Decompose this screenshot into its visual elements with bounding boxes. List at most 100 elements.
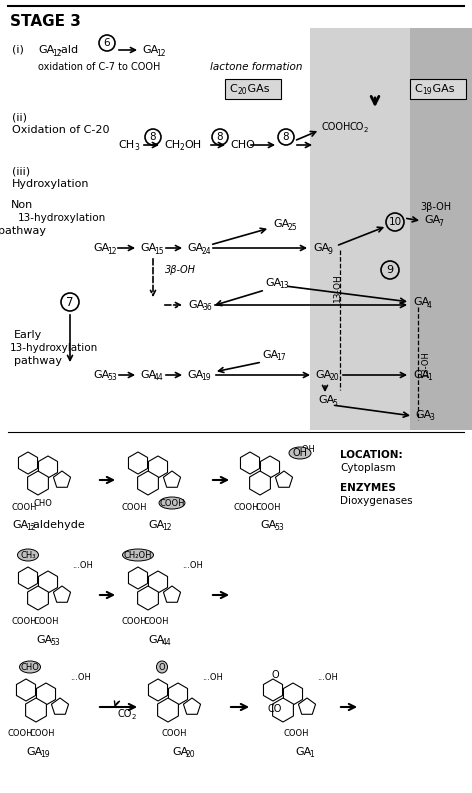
Polygon shape [273,698,294,722]
Text: GA: GA [187,370,203,380]
Text: 44: 44 [154,374,164,382]
Text: GA: GA [295,747,311,757]
Text: COOH: COOH [122,503,147,511]
Text: GA: GA [273,219,289,229]
Polygon shape [263,679,283,701]
Text: 9: 9 [387,265,394,275]
Text: 7: 7 [66,296,74,308]
Text: -aldehyde: -aldehyde [29,520,85,530]
Text: GA: GA [148,635,164,645]
Text: GAs: GAs [429,84,455,94]
FancyBboxPatch shape [225,79,281,99]
Text: Oxidation of C-20: Oxidation of C-20 [12,125,110,135]
Polygon shape [128,452,148,474]
Ellipse shape [289,447,311,459]
Polygon shape [163,471,181,487]
Polygon shape [240,452,260,474]
Text: GA: GA [140,243,156,253]
Text: 36: 36 [202,304,212,312]
Text: ENZYMES: ENZYMES [340,483,396,493]
Text: (ii): (ii) [12,113,27,123]
Text: 6: 6 [104,38,110,48]
Text: (iii): (iii) [12,167,30,177]
Polygon shape [138,586,159,610]
Text: O: O [272,670,279,680]
Text: -ald: -ald [57,45,78,55]
Text: COOH: COOH [283,730,309,738]
Text: GA: GA [36,635,52,645]
Text: CO: CO [350,122,364,132]
Text: 12: 12 [162,523,171,532]
Text: COOH: COOH [12,503,37,511]
Text: 3: 3 [134,144,139,152]
Text: pathway: pathway [0,226,46,236]
Text: 15: 15 [154,247,164,255]
Text: GA: GA [188,300,204,310]
Text: 13-hydroxylation: 13-hydroxylation [18,213,106,223]
Text: 2: 2 [132,714,136,720]
Text: ...OH: ...OH [70,672,91,681]
Text: Non: Non [11,200,33,210]
Text: 7: 7 [438,219,443,228]
Polygon shape [250,471,270,495]
Text: OH: OH [184,140,201,150]
Text: GA: GA [140,370,156,380]
Polygon shape [149,456,168,478]
Text: CH: CH [118,140,134,150]
Text: 9: 9 [327,247,332,255]
Text: 19: 19 [201,374,211,382]
Text: GAs: GAs [244,84,270,94]
Text: GA: GA [38,45,54,55]
Text: 53: 53 [274,523,284,532]
Text: COOH: COOH [162,730,187,738]
Polygon shape [51,698,68,714]
Text: CHO: CHO [21,662,40,672]
Text: CHO: CHO [230,140,255,150]
Text: GA: GA [262,350,278,360]
Text: GA: GA [12,520,28,530]
Text: GA: GA [318,395,334,405]
Text: 12: 12 [156,48,166,58]
Polygon shape [284,683,303,705]
Text: ...OH: ...OH [294,446,315,454]
Text: 8: 8 [217,132,223,142]
Polygon shape [18,452,38,474]
Text: (i): (i) [12,45,24,55]
Polygon shape [27,471,49,495]
Polygon shape [158,698,178,722]
Text: 12: 12 [52,48,61,58]
Polygon shape [25,698,46,722]
Polygon shape [276,471,293,487]
Text: 44: 44 [162,638,172,647]
Text: 1: 1 [427,374,432,382]
Text: CH₃: CH₃ [20,550,36,560]
Ellipse shape [123,549,153,561]
Text: C: C [414,84,422,94]
Text: GA: GA [260,520,276,530]
Text: 13: 13 [279,282,288,290]
Bar [410,28,472,430]
Text: Hydroxylation: Hydroxylation [12,179,90,189]
Polygon shape [39,456,58,478]
Text: CO: CO [118,709,132,719]
Text: 13-hydroxylation: 13-hydroxylation [10,343,98,353]
Text: 12: 12 [107,247,117,255]
Text: 2: 2 [364,127,368,133]
Text: 19: 19 [40,750,50,759]
Text: GA: GA [413,297,429,307]
Text: GA: GA [265,278,281,288]
Polygon shape [184,698,201,714]
Text: 25: 25 [287,223,296,232]
Polygon shape [298,698,316,714]
Text: Dioxygenases: Dioxygenases [340,496,413,506]
Text: 8: 8 [283,132,289,142]
Polygon shape [53,586,70,602]
Polygon shape [27,586,49,610]
Text: CHO: CHO [34,499,53,508]
Text: 3β-OH: 3β-OH [165,265,196,275]
Text: ...OH: ...OH [182,561,203,569]
Text: Cytoplasm: Cytoplasm [340,463,396,473]
Text: GA: GA [93,370,109,380]
Text: 10: 10 [388,217,402,227]
Text: GA: GA [26,747,42,757]
